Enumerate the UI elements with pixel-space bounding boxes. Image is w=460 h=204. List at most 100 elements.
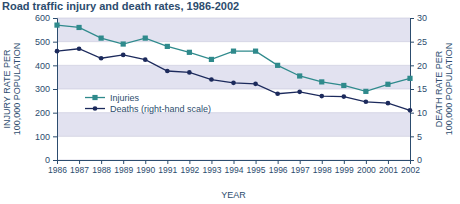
grid-line bbox=[57, 18, 410, 19]
grid-band bbox=[57, 18, 410, 42]
data-point bbox=[385, 82, 390, 87]
legend-item: Deaths (right-hand scale) bbox=[85, 104, 211, 114]
tick-label: 2001 bbox=[379, 165, 398, 175]
tick-label: 600 bbox=[35, 13, 50, 23]
tick: 1996 bbox=[269, 160, 288, 175]
data-point bbox=[99, 56, 104, 61]
tick-mark bbox=[410, 18, 414, 19]
tick-label: 5 bbox=[417, 132, 422, 142]
tick-label: 2000 bbox=[357, 165, 376, 175]
tick-mark bbox=[53, 136, 57, 137]
tick-label: 1999 bbox=[335, 165, 354, 175]
tick-mark bbox=[53, 42, 57, 43]
data-point bbox=[143, 36, 148, 41]
tick-mark bbox=[410, 136, 414, 137]
tick: 1986 bbox=[48, 160, 67, 175]
data-point bbox=[407, 76, 412, 81]
tick-mark bbox=[53, 89, 57, 90]
tick-label: 1989 bbox=[114, 165, 133, 175]
grid-line bbox=[57, 65, 410, 66]
y2-axis-title: DEATH RATE PER100,000 POPULATION bbox=[434, 43, 454, 135]
data-point bbox=[209, 77, 214, 82]
tick: 300 bbox=[35, 84, 57, 94]
tick-label: 400 bbox=[35, 61, 50, 71]
tick: 30 bbox=[410, 13, 427, 23]
grid-line bbox=[57, 41, 410, 42]
tick-mark bbox=[101, 160, 102, 164]
data-point bbox=[341, 94, 346, 99]
data-point bbox=[99, 36, 104, 41]
chart-svg: Road traffic injury and death rates, 198… bbox=[0, 0, 460, 204]
data-point bbox=[297, 90, 302, 95]
axis-line bbox=[411, 19, 415, 161]
tick-mark bbox=[189, 160, 190, 164]
tick-label: 1986 bbox=[48, 165, 67, 175]
tick-mark bbox=[53, 65, 57, 66]
legend-label: Deaths (right-hand scale) bbox=[110, 104, 211, 114]
plot-area bbox=[54, 23, 412, 113]
tick-mark bbox=[366, 160, 367, 164]
tick-mark bbox=[256, 160, 257, 164]
grid-band bbox=[57, 113, 410, 137]
data-point bbox=[275, 63, 280, 68]
tick-mark bbox=[344, 160, 345, 164]
tick-label: 1987 bbox=[70, 165, 89, 175]
data-point bbox=[76, 25, 81, 30]
tick-mark bbox=[300, 160, 301, 164]
tick-label: 1995 bbox=[247, 165, 266, 175]
y2-axis: 051015202530 bbox=[410, 13, 427, 165]
data-point bbox=[121, 53, 126, 58]
tick: 1992 bbox=[180, 160, 199, 175]
tick-mark bbox=[53, 160, 57, 161]
tick: 0 bbox=[45, 155, 57, 165]
tick: 200 bbox=[35, 108, 57, 118]
data-point bbox=[319, 94, 324, 99]
tick-label: 0 bbox=[45, 155, 50, 165]
data-point bbox=[143, 57, 148, 62]
tick: 10 bbox=[410, 108, 427, 118]
tick-mark bbox=[410, 65, 414, 66]
data-point bbox=[165, 44, 170, 49]
tick: 1993 bbox=[202, 160, 221, 175]
legend-label: Injuries bbox=[110, 93, 140, 103]
data-point bbox=[231, 49, 236, 54]
tick-mark bbox=[53, 18, 57, 19]
tick-mark bbox=[410, 160, 414, 161]
tick-label: 1992 bbox=[180, 165, 199, 175]
data-point bbox=[386, 101, 391, 106]
legend-marker bbox=[93, 106, 98, 111]
data-point bbox=[187, 70, 192, 75]
data-point bbox=[77, 46, 82, 51]
tick-mark bbox=[211, 160, 212, 164]
x-axis-title: YEAR bbox=[221, 190, 246, 200]
tick-mark bbox=[410, 89, 414, 90]
tick-mark bbox=[322, 160, 323, 164]
y-axis: 0 100 200 300 400 500 600 bbox=[35, 13, 58, 165]
data-point bbox=[209, 57, 214, 62]
tick-label: 2002 bbox=[401, 165, 420, 175]
tick-label: 500 bbox=[35, 37, 50, 47]
tick-mark bbox=[410, 113, 414, 114]
tick: 100 bbox=[35, 132, 57, 142]
tick: 1987 bbox=[70, 160, 89, 175]
grid-band bbox=[57, 65, 410, 89]
tick: 1999 bbox=[335, 160, 354, 175]
tick-label: 0 bbox=[417, 155, 422, 165]
axis-line bbox=[58, 161, 411, 165]
data-point bbox=[408, 108, 413, 113]
tick-label: 1997 bbox=[291, 165, 310, 175]
tick-label: 1988 bbox=[92, 165, 111, 175]
tick-mark bbox=[167, 160, 168, 164]
tick-mark bbox=[145, 160, 146, 164]
tick: 5 bbox=[410, 132, 422, 142]
tick: 20 bbox=[410, 61, 427, 71]
series-line bbox=[57, 49, 410, 111]
tick: 600 bbox=[35, 13, 57, 23]
tick: 1988 bbox=[92, 160, 111, 175]
tick-label: 20 bbox=[417, 61, 427, 71]
tick-label: 1996 bbox=[269, 165, 288, 175]
tick-mark bbox=[388, 160, 389, 164]
tick: 400 bbox=[35, 61, 57, 71]
tick-label: 1993 bbox=[202, 165, 221, 175]
y-axis-title: INJURY RATE PER100,000 POPULATION bbox=[2, 43, 22, 135]
